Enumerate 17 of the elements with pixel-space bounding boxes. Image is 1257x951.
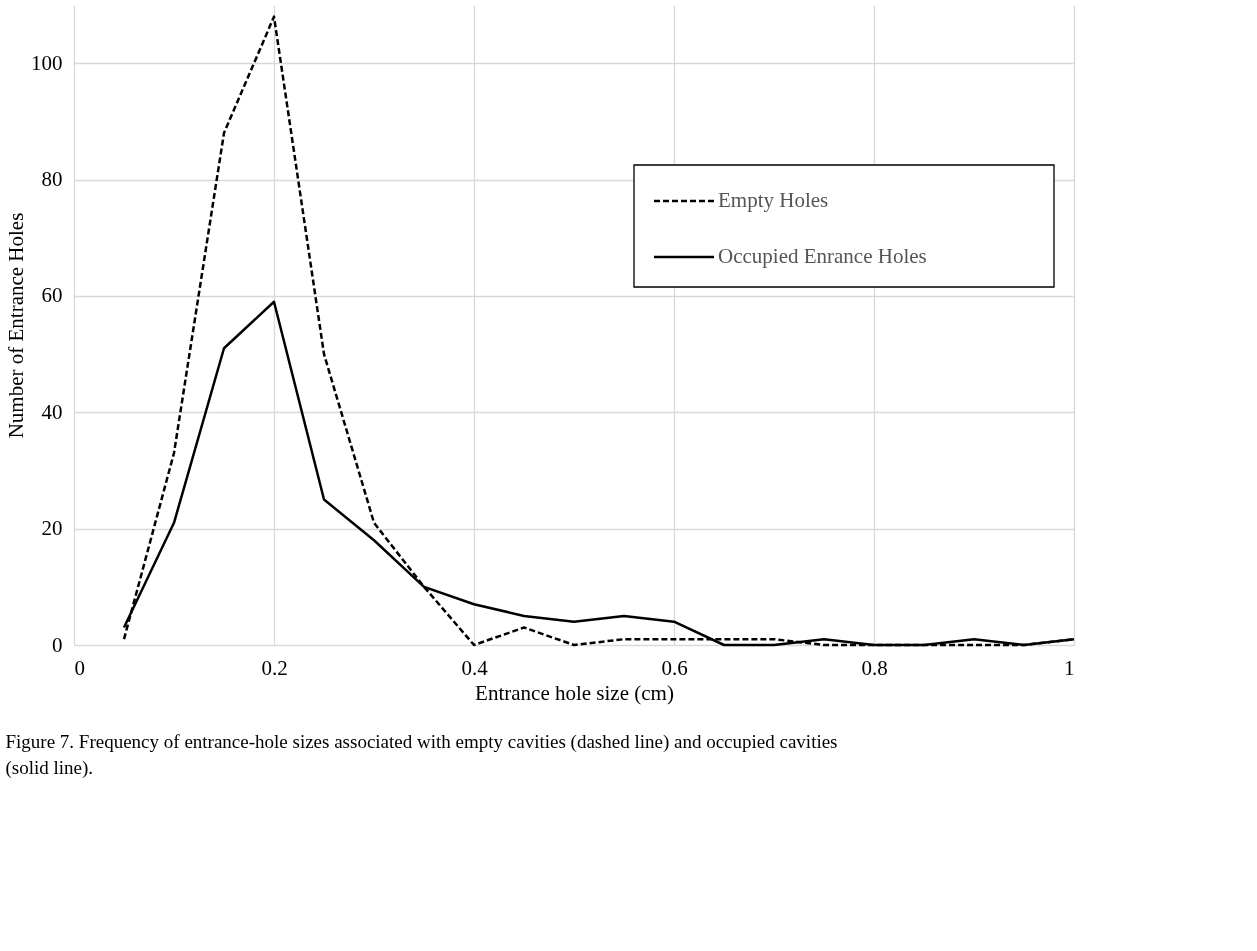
y-tick-label: 80 [41, 167, 63, 192]
legend-label: Empty Holes [718, 188, 829, 212]
x-tick-label: 0.2 [261, 655, 288, 680]
y-axis-title: Number of Entrance Holes [4, 212, 28, 439]
x-tick-label: 1 [1064, 655, 1075, 680]
y-tick-label: 40 [41, 399, 63, 424]
x-tick-label: 0.4 [461, 655, 489, 680]
x-axis-title: Entrance hole size (cm) [475, 680, 674, 705]
x-tick-label: 0 [74, 655, 85, 680]
y-tick-label: 100 [31, 50, 63, 75]
y-tick-label: 20 [41, 516, 63, 541]
y-tick-label: 60 [41, 283, 63, 308]
x-tick-label: 0.6 [661, 655, 688, 680]
caption: Figure 7. Frequency of entrance-hole sizes associated with empty cavities (dashed line) and occupied cavities (solid line). [5, 731, 838, 779]
y-tick-label: 0 [52, 632, 63, 657]
legend-label: Occupied Enrance Holes [718, 244, 927, 268]
x-tick-label: 0.8 [861, 655, 888, 680]
